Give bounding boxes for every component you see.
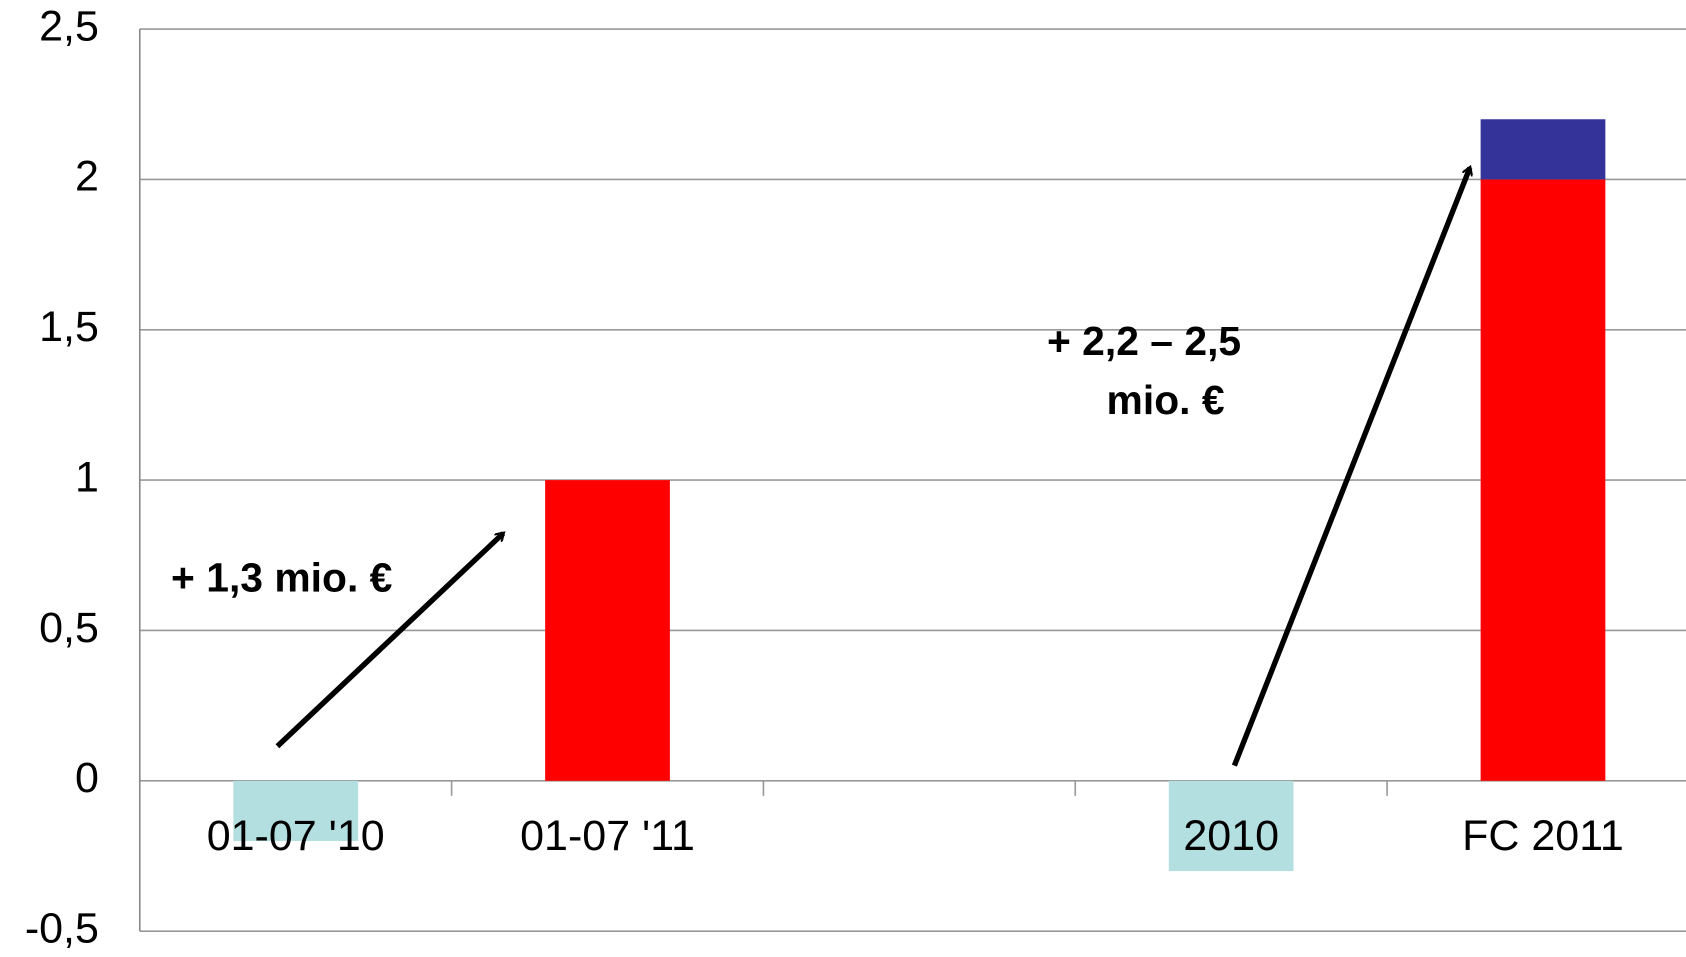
- labels: -0,5 0 0,5 1 1,5 2 2,5 01-07 '10 01-07 '11 2010 FC…: [25, 2, 1624, 952]
- annotation: + 1,3 mio. €: [171, 554, 392, 600]
- bar: [1480, 179, 1606, 781]
- grid: [139, 28, 1686, 932]
- y-tick-label: 0,5: [39, 604, 99, 652]
- y-tick-label: -0,5: [25, 905, 99, 953]
- bars: [233, 119, 1606, 872]
- bar: [1168, 780, 1294, 872]
- x-tick-label: 2010: [1183, 812, 1279, 860]
- arrow: [275, 533, 503, 749]
- bar: [233, 780, 359, 841]
- y-tick-label: 1: [75, 453, 99, 501]
- y-tick-label: 2: [75, 153, 99, 201]
- x-tick-label: 01-07 '10: [207, 812, 385, 860]
- annotation: mio. €: [1107, 377, 1225, 423]
- x-tick-label: FC 2011: [1462, 812, 1624, 860]
- y-tick-label: 2,5: [39, 2, 99, 50]
- y-tick-label: 1,5: [39, 303, 99, 351]
- x-tick-label: 01-07 '11: [520, 812, 695, 860]
- y-tick-label: 0: [75, 754, 99, 802]
- bar: [1480, 119, 1606, 180]
- arrow: [1231, 168, 1469, 767]
- bar: [545, 480, 670, 781]
- annotation: + 2,2 – 2,5: [1047, 318, 1241, 364]
